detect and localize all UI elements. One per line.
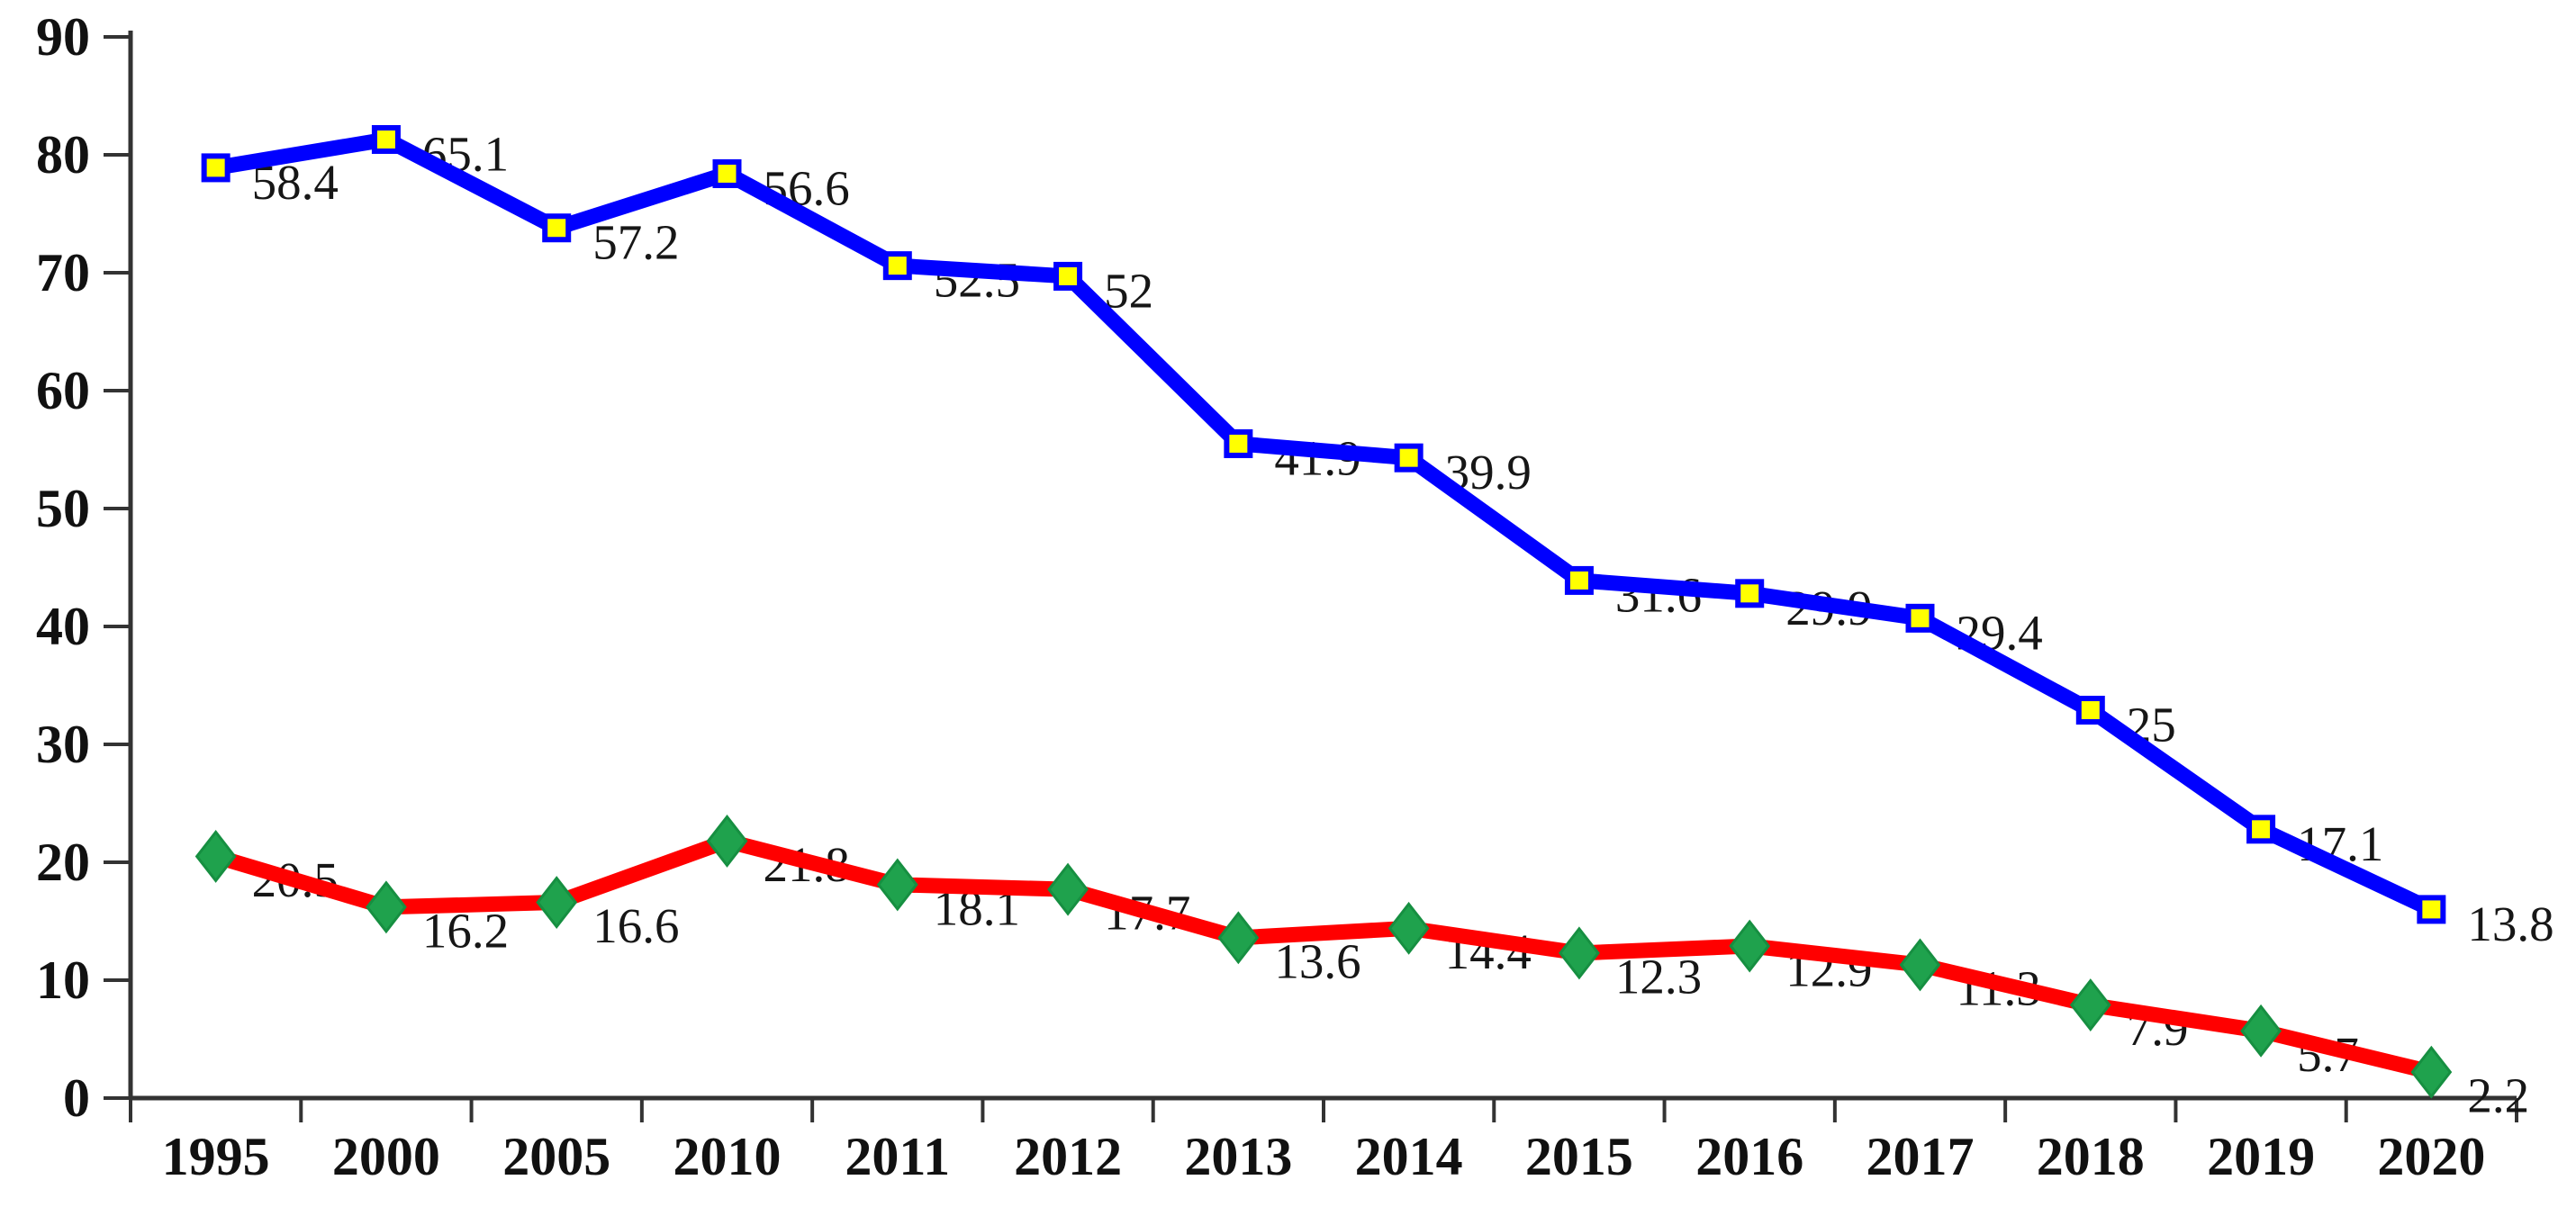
- diamond-marker-2019: [2240, 1004, 2282, 1058]
- y-tick-label: 60: [36, 361, 90, 420]
- x-tick-label: 2014: [1355, 1127, 1463, 1186]
- square-marker-2015: [1564, 565, 1594, 595]
- square-marker-2011: [882, 251, 912, 281]
- data-label-red-diamond-series-2013: 13.6: [1274, 933, 1360, 988]
- diamond-marker-2000: [366, 880, 407, 934]
- y-tick-label: 90: [36, 7, 90, 67]
- x-tick-label: 2016: [1695, 1127, 1803, 1186]
- x-tick-label: 2010: [673, 1127, 782, 1186]
- square-marker-2020: [2417, 895, 2446, 924]
- x-tick-label: 2018: [2037, 1127, 2145, 1186]
- square-marker-2017: [1905, 603, 1935, 633]
- square-marker-2018: [2075, 696, 2105, 725]
- x-tick-label: 2012: [1014, 1127, 1122, 1186]
- diamond-marker-2016: [1729, 919, 1771, 973]
- x-tick-label: 1995: [162, 1127, 270, 1186]
- diamond-marker-2010: [706, 814, 748, 868]
- x-tick-label: 2020: [2377, 1127, 2485, 1186]
- y-tick-label: 20: [36, 833, 90, 892]
- y-tick-label: 30: [36, 715, 90, 774]
- diamond-marker-2015: [1559, 926, 1600, 980]
- square-marker-2019: [2246, 815, 2276, 844]
- y-tick-label: 10: [36, 950, 90, 1010]
- x-tick-label: 2015: [1525, 1127, 1633, 1186]
- diamond-marker-2013: [1217, 911, 1260, 965]
- square-marker-2014: [1394, 443, 1424, 473]
- square-marker-1995: [201, 153, 230, 183]
- x-tick-label: 2017: [1866, 1127, 1975, 1186]
- square-marker-2016: [1735, 579, 1765, 608]
- square-marker-2013: [1224, 428, 1253, 458]
- diamond-marker-2017: [1899, 938, 1941, 992]
- diamond-marker-2005: [536, 876, 578, 929]
- diamond-marker-2014: [1387, 901, 1430, 955]
- y-tick-label: 50: [36, 479, 90, 538]
- diamond-marker-2011: [876, 858, 918, 912]
- x-tick-label: 2013: [1184, 1127, 1292, 1186]
- data-label-blue-square-series-2012: 52: [1104, 263, 1153, 318]
- diamond-marker-1995: [194, 830, 237, 883]
- x-tick-label: 2011: [845, 1127, 950, 1186]
- square-marker-2010: [712, 158, 742, 188]
- data-label-blue-square-series-2005: 57.2: [592, 215, 679, 270]
- square-marker-2005: [542, 213, 572, 243]
- blue-square-series-line: [208, 131, 2439, 917]
- x-tick-label: 2019: [2207, 1127, 2315, 1186]
- y-tick-label: 70: [36, 243, 90, 302]
- square-marker-2012: [1053, 261, 1083, 291]
- x-tick-label: 2000: [332, 1127, 440, 1186]
- data-label-red-diamond-series-2020: 2.2: [2467, 1068, 2529, 1123]
- data-label-red-diamond-series-2005: 16.6: [592, 898, 679, 953]
- y-tick-label: 40: [36, 597, 90, 656]
- diamond-marker-2020: [2410, 1045, 2453, 1099]
- diamond-marker-2018: [2069, 978, 2111, 1031]
- diamond-marker-2012: [1047, 862, 1089, 916]
- x-tick-label: 2005: [502, 1127, 610, 1186]
- y-tick-label: 0: [63, 1068, 90, 1128]
- y-tick-label: 80: [36, 125, 90, 185]
- data-label-blue-square-series-2020: 13.8: [2467, 896, 2553, 951]
- square-marker-2000: [371, 124, 401, 154]
- red-diamond-series-line: [208, 833, 2439, 1080]
